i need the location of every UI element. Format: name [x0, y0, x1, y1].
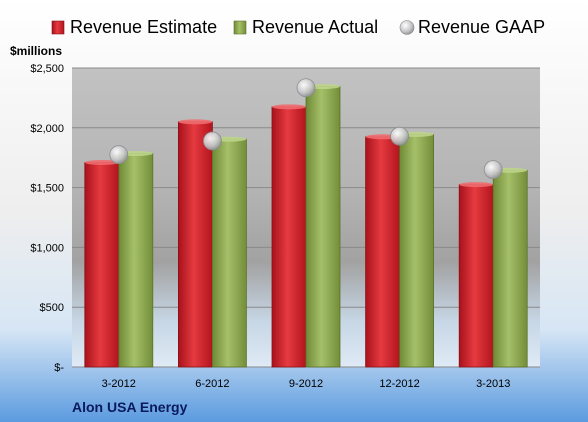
revenue-estimate-bar [271, 106, 307, 368]
revenue-estimate-bar-cap [84, 159, 119, 165]
revenue-estimate-bar [177, 121, 213, 368]
x-tick-label: 9-2012 [289, 378, 323, 390]
bars [84, 84, 528, 368]
revenue-actual-bar [305, 86, 341, 368]
legend-gaap-swatch [399, 20, 415, 35]
y-tick-label: $1,500 [30, 183, 64, 195]
revenue-estimate-bar [84, 162, 120, 368]
revenue-estimate-bar [458, 184, 494, 368]
y-tick-label: $- [54, 362, 64, 374]
legend-label: Revenue GAAP [418, 17, 545, 37]
y-tick-label: $500 [40, 302, 64, 314]
revenue-gaap-marker [296, 78, 316, 98]
y-tick-label: $2,500 [30, 63, 64, 75]
legend-actual-swatch [233, 20, 247, 35]
revenue-gaap-marker [483, 160, 503, 180]
unit-label: $millions [10, 44, 62, 58]
revenue-estimate-bar [365, 136, 401, 368]
revenue-estimate-bar-cap [272, 104, 306, 110]
x-tick-label: 12-2012 [379, 378, 419, 390]
legend-label: Revenue Estimate [70, 17, 217, 37]
x-tick-label: 3-2013 [476, 378, 510, 390]
revenue-actual-bar [492, 169, 528, 368]
legend-estimate-swatch [51, 20, 65, 35]
legend: Revenue Estimate Revenue Actual Revenue GA… [51, 17, 545, 37]
y-tick-label: $2,000 [30, 123, 64, 135]
x-axis: 3-2012 6-2012 9-2012 12-2012 3-2013 [102, 378, 511, 390]
revenue-actual-bar [118, 153, 154, 368]
gaap-markers [109, 78, 503, 180]
revenue-actual-bar [211, 138, 247, 368]
x-tick-label: 6-2012 [195, 378, 229, 390]
y-axis: $- $500 $1,000 $1,500 $2,000 $2,500 [30, 63, 64, 374]
revenue-gaap-marker [202, 131, 222, 151]
legend-label: Revenue Actual [252, 17, 378, 37]
x-tick-label: 3-2012 [102, 378, 136, 390]
company-name: Alon USA Energy [72, 399, 188, 415]
revenue-actual-bar [399, 133, 435, 368]
y-tick-label: $1,000 [30, 242, 64, 254]
revenue-estimate-bar-cap [178, 119, 213, 125]
revenue-gaap-marker [390, 126, 410, 146]
revenue-gaap-marker [109, 145, 129, 165]
revenue-estimate-bar-cap [459, 182, 494, 188]
